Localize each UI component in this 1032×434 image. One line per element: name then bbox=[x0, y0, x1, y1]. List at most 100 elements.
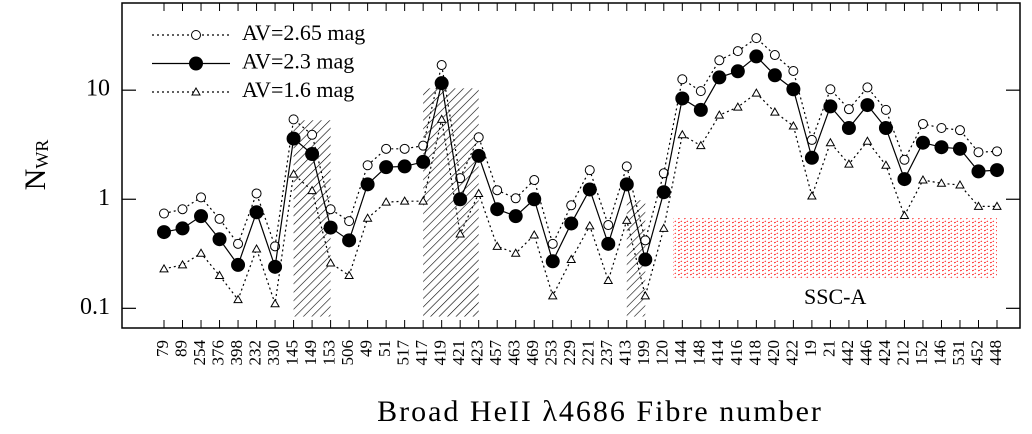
point bbox=[286, 131, 301, 146]
point bbox=[189, 56, 203, 71]
point bbox=[362, 213, 373, 222]
y-label-main: N bbox=[19, 169, 52, 191]
point bbox=[418, 140, 429, 151]
point bbox=[194, 209, 209, 224]
point bbox=[973, 201, 984, 210]
point bbox=[159, 208, 169, 219]
point bbox=[656, 185, 671, 200]
series-line bbox=[163, 37, 998, 247]
point bbox=[362, 160, 373, 171]
point bbox=[529, 175, 540, 186]
point bbox=[268, 259, 283, 274]
point bbox=[658, 223, 669, 232]
point bbox=[897, 172, 912, 187]
point bbox=[934, 140, 949, 155]
x-tick-label: 517 bbox=[394, 340, 413, 366]
x-tick-label: 457 bbox=[486, 340, 505, 366]
point bbox=[434, 76, 449, 91]
x-tick-label: 237 bbox=[597, 340, 616, 366]
point bbox=[381, 143, 392, 154]
x-tick-label: 148 bbox=[690, 340, 709, 366]
point bbox=[270, 298, 280, 308]
point bbox=[751, 88, 762, 97]
point bbox=[490, 202, 505, 217]
point bbox=[233, 238, 244, 249]
point bbox=[196, 192, 207, 203]
point bbox=[658, 168, 669, 179]
point bbox=[307, 129, 318, 140]
point bbox=[177, 204, 188, 215]
x-tick-label: 146 bbox=[930, 340, 949, 366]
point bbox=[508, 209, 523, 224]
x-tick-label: 19 bbox=[801, 340, 820, 357]
x-tick-label: 419 bbox=[431, 340, 450, 366]
x-axis-label: Broad HeII λ4686 Fibre number bbox=[377, 395, 823, 428]
x-tick-label: 422 bbox=[782, 340, 801, 366]
x-tick-label: 49 bbox=[357, 340, 376, 357]
point bbox=[529, 230, 540, 239]
point bbox=[973, 147, 984, 158]
x-tick-label: 120 bbox=[653, 340, 672, 366]
point bbox=[325, 204, 336, 215]
point bbox=[806, 134, 817, 145]
x-tick-label: 51 bbox=[375, 340, 394, 357]
point bbox=[955, 180, 965, 189]
point bbox=[841, 121, 856, 136]
x-tick-label: 413 bbox=[616, 340, 635, 366]
x-tick-label: 420 bbox=[764, 340, 783, 366]
point bbox=[825, 84, 836, 95]
x-tick-label: 152 bbox=[912, 340, 931, 366]
x-tick-label: 144 bbox=[671, 340, 690, 366]
legend-label: AV=1.6 mag bbox=[242, 77, 354, 102]
point bbox=[954, 125, 965, 136]
point bbox=[952, 141, 967, 156]
point bbox=[325, 258, 336, 267]
point bbox=[971, 164, 986, 179]
point bbox=[844, 159, 854, 168]
point bbox=[823, 99, 838, 114]
point bbox=[214, 213, 225, 224]
y-tick-label: 1 bbox=[98, 185, 110, 211]
shaded-region bbox=[673, 218, 997, 278]
point bbox=[510, 248, 521, 257]
point bbox=[881, 160, 891, 169]
point bbox=[251, 188, 262, 199]
x-tick-label: 232 bbox=[245, 340, 264, 366]
point bbox=[992, 201, 1002, 210]
point bbox=[471, 148, 486, 163]
point bbox=[915, 135, 930, 150]
x-tick-label: 506 bbox=[338, 340, 357, 366]
point bbox=[936, 178, 947, 187]
x-tick-label: 398 bbox=[227, 340, 246, 366]
x-tick-label: 145 bbox=[282, 340, 301, 366]
point bbox=[381, 197, 391, 206]
point bbox=[860, 98, 875, 113]
point bbox=[878, 121, 893, 136]
point bbox=[880, 104, 891, 115]
point bbox=[545, 254, 560, 269]
point bbox=[677, 129, 688, 139]
point bbox=[455, 173, 466, 184]
legend-label: AV=2.65 mag bbox=[242, 20, 365, 45]
point bbox=[936, 123, 947, 134]
point bbox=[249, 205, 264, 220]
point bbox=[527, 192, 542, 207]
point bbox=[862, 82, 873, 93]
point bbox=[191, 30, 201, 40]
point bbox=[584, 165, 595, 176]
point bbox=[399, 196, 410, 205]
point bbox=[695, 140, 706, 150]
x-tick-label: 229 bbox=[560, 340, 579, 366]
point bbox=[769, 50, 780, 61]
x-tick-label: 153 bbox=[320, 340, 339, 366]
y-tick-label: 0.1 bbox=[80, 294, 110, 320]
x-tick-label: 418 bbox=[745, 340, 764, 366]
point bbox=[399, 143, 410, 154]
point bbox=[621, 215, 632, 224]
point bbox=[360, 177, 375, 192]
point bbox=[732, 46, 743, 57]
point bbox=[695, 86, 706, 97]
point bbox=[492, 241, 503, 250]
point bbox=[862, 136, 873, 145]
point bbox=[804, 150, 819, 165]
